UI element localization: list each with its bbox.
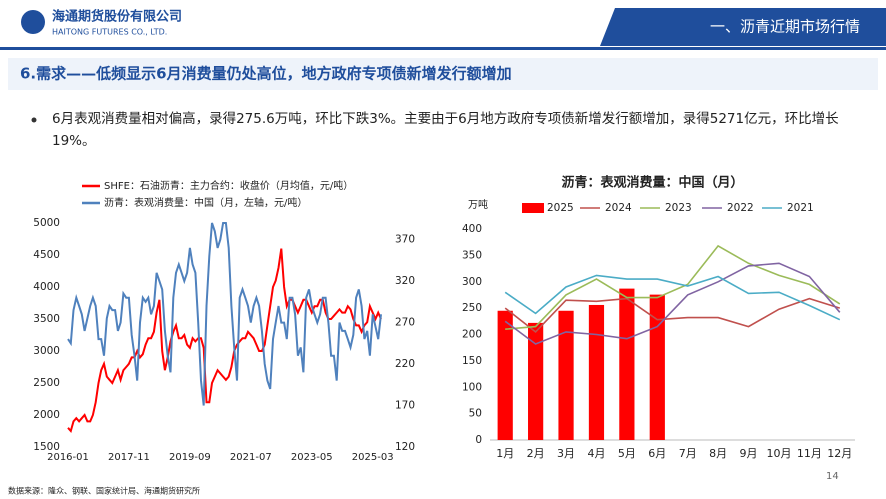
bar (588, 304, 605, 440)
x-tick-label: 4月 (587, 447, 605, 460)
legend-label: SHFE：石油沥青：主力合约：收盘价（月均值，元/吨） (104, 179, 353, 192)
x-tick-label: 5月 (618, 447, 636, 460)
y-tick-label: 300 (462, 276, 482, 288)
legend-label: 2021 (787, 202, 814, 214)
logo-cn: 海通期货股份有限公司 (52, 9, 182, 25)
legend-label: 2024 (605, 202, 632, 214)
x-tick-label: 11月 (797, 447, 822, 460)
series-line (67, 248, 382, 434)
legend-label: 沥青：表观消费量：中国（月，左轴，元/吨） (104, 196, 307, 209)
bar (497, 310, 513, 440)
y-tick-label: 200 (462, 329, 482, 341)
bullet-text: 6月表观消费量相对偏高，录得275.6万吨，环比下跌3%。主要由于6月地方政府专… (52, 111, 839, 149)
x-tick-label: 2016-01 (47, 452, 89, 463)
y-tick-label: 0 (475, 434, 482, 446)
y2-tick-label: 170 (395, 400, 415, 412)
y-tick-label: 100 (462, 381, 482, 393)
y-tick-label: 1500 (33, 441, 60, 453)
y-tick-label: 350 (462, 249, 482, 261)
series-line (504, 274, 841, 321)
x-tick-label: 8月 (709, 447, 727, 460)
x-tick-label: 6月 (648, 447, 666, 460)
section-banner (600, 8, 886, 46)
x-tick-label: 2025-03 (352, 452, 394, 463)
series-line (67, 222, 382, 406)
header-rule (0, 47, 886, 50)
legend-label: 2022 (727, 202, 754, 214)
bar (649, 294, 665, 440)
y-tick-label: 2500 (33, 377, 60, 389)
x-tick-label: 3月 (557, 447, 575, 460)
source: 数据来源：隆众、钢联、国家统计局、海通期货研究所 (8, 486, 200, 496)
y-tick-label: 3000 (33, 345, 60, 357)
chart-title: 沥青：表观消费量：中国（月） (561, 175, 743, 191)
y-tick-label: 2000 (33, 409, 60, 421)
y-tick-label: 50 (469, 408, 482, 420)
x-tick-label: 12月 (827, 447, 852, 460)
y2-tick-label: 320 (395, 275, 415, 287)
y-axis-label: 万吨 (468, 198, 488, 211)
y-tick-label: 3500 (33, 313, 60, 325)
logo-en: HAITONG FUTURES CO., LTD. (52, 28, 167, 37)
x-tick-label: 2023-05 (291, 452, 333, 463)
bullet-dot (31, 117, 37, 123)
series-line (505, 244, 841, 330)
y2-tick-label: 120 (395, 441, 415, 453)
y-tick-label: 4500 (33, 249, 60, 261)
x-tick-label: 2021-07 (230, 452, 272, 463)
heading-band (8, 58, 878, 90)
page-number: 14 (826, 471, 839, 482)
x-tick-label: 1月 (496, 447, 514, 460)
y2-tick-label: 220 (395, 358, 415, 370)
y-tick-label: 5000 (33, 217, 60, 229)
y-tick-label: 4000 (33, 281, 60, 293)
x-tick-label: 2019-09 (169, 452, 211, 463)
y-tick-label: 150 (462, 355, 482, 367)
bar (619, 288, 635, 440)
series-line (504, 297, 841, 333)
bar (528, 322, 544, 440)
y2-tick-label: 270 (395, 317, 415, 329)
y-tick-label: 400 (462, 223, 482, 235)
series-line (504, 262, 841, 345)
logo-icon (21, 10, 45, 34)
x-tick-label: 7月 (679, 447, 697, 460)
legend-swatch (522, 203, 544, 213)
legend-label: 2025 (547, 202, 574, 214)
x-tick-label: 10月 (766, 447, 791, 460)
x-tick-label: 2月 (527, 447, 545, 460)
x-tick-label: 2017-11 (108, 452, 150, 463)
y2-tick-label: 370 (395, 234, 415, 246)
bullet-box: 6月表观消费量相对偏高，录得275.6万吨，环比下跌3%。主要由于6月地方政府专… (52, 111, 839, 149)
legend-label: 2023 (665, 202, 692, 214)
y-tick-label: 250 (462, 302, 482, 314)
section-title: 一、沥青近期市场行情 (710, 18, 860, 36)
heading: 6.需求——低频显示6月消费量仍处高位，地方政府专项债新增发行额增加 (20, 65, 512, 83)
bar (558, 310, 574, 440)
x-tick-label: 9月 (740, 447, 758, 460)
